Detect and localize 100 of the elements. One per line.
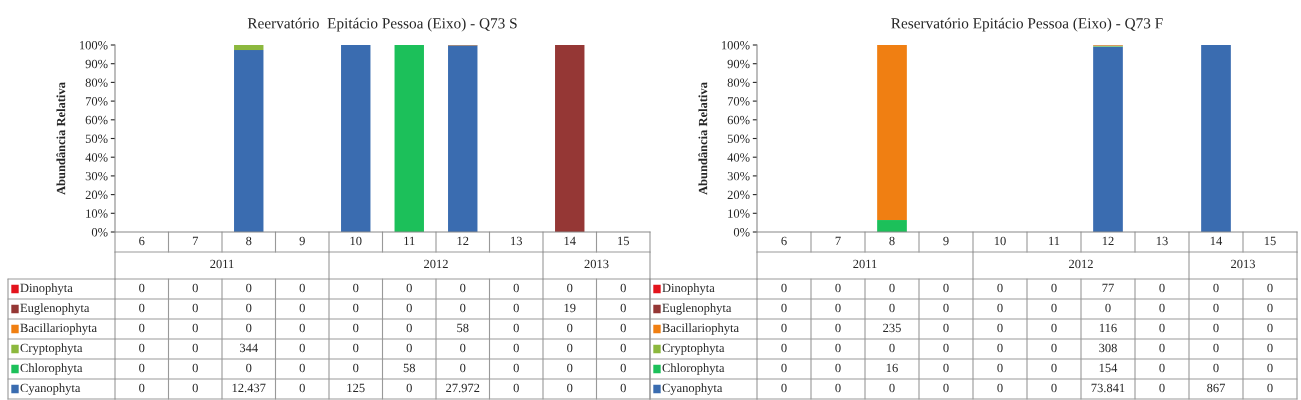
y-tick-label: 10% (728, 209, 750, 218)
text: 0 (246, 303, 252, 313)
text: 2011 (210, 259, 234, 269)
text: 0 (1051, 303, 1057, 313)
text: 0 (781, 283, 787, 293)
text: 0 (1051, 323, 1057, 333)
text: 0 (1051, 383, 1057, 393)
text: 0 (567, 323, 573, 333)
text: 0 (835, 383, 841, 393)
legend-label: Euglenophyta (20, 303, 90, 315)
text: 0 (1159, 323, 1165, 333)
text: 0 (139, 283, 145, 293)
text: 0 (620, 323, 626, 333)
text: 0 (246, 363, 252, 373)
text: 0 (835, 363, 841, 373)
text: 0 (781, 363, 787, 373)
text: 0 (1213, 323, 1219, 333)
x-tick-label: 12 (457, 236, 469, 246)
text: 0 (139, 363, 145, 373)
x-tick-label: 8 (889, 236, 895, 246)
text: 0 (353, 283, 359, 293)
text: 0 (567, 363, 573, 373)
text: 0 (460, 343, 466, 353)
y-tick-label: 50% (85, 134, 108, 143)
x-tick-label: 12 (1102, 236, 1114, 246)
text: 0 (835, 303, 841, 313)
x-tick-label: 10 (350, 236, 362, 246)
text: 0 (1267, 363, 1273, 373)
y-tick-label: 90% (727, 59, 750, 69)
text: 0 (192, 323, 198, 333)
text: 0 (513, 363, 519, 373)
text: 0 (513, 283, 519, 293)
text: 0 (781, 343, 787, 353)
text: 27.972 (446, 383, 480, 393)
text: 0 (1267, 303, 1273, 313)
text: 0 (1159, 283, 1165, 293)
text: 0 (513, 303, 519, 313)
text: 0 (192, 383, 198, 393)
x-tick-label: 7 (192, 236, 199, 246)
text: 0 (299, 363, 305, 373)
y-tick-label: 40% (727, 153, 750, 162)
text: 116 (1099, 323, 1117, 333)
text: 0 (406, 283, 412, 293)
text: 0 (353, 323, 359, 333)
text: 0 (1213, 363, 1219, 373)
text: 0 (620, 303, 626, 313)
text: 0 (997, 343, 1003, 353)
text: 0 (835, 343, 841, 353)
text: 0 (889, 343, 895, 353)
text: 0 (192, 343, 198, 353)
text: 0 (1159, 303, 1165, 313)
legend-label: Cyanophyta (20, 383, 81, 395)
text: 2012 (424, 259, 448, 269)
y-tick-label: 100% (721, 41, 750, 50)
text: 2013 (584, 259, 609, 269)
legend-label: Cryptophyta (20, 343, 83, 355)
text: 0 (1267, 343, 1273, 353)
text: 0 (943, 303, 949, 313)
y-axis-title: Abundância Relativa (698, 82, 708, 195)
text: 0 (406, 323, 412, 333)
text: 0 (943, 383, 949, 393)
legend-label: Dinophyta (662, 283, 715, 295)
text: 58 (457, 323, 469, 333)
text: 0 (1051, 343, 1057, 353)
text: 0 (889, 303, 895, 313)
text: 77 (1102, 283, 1114, 293)
legend-label: Cyanophyta (662, 383, 723, 395)
text: 867 (1207, 383, 1226, 393)
text: 0 (1267, 383, 1273, 393)
text: 0 (513, 343, 519, 353)
text: 0 (997, 323, 1003, 333)
text: 0 (781, 323, 787, 333)
text: 0 (246, 323, 252, 333)
text: 0 (835, 323, 841, 333)
x-tick-label: 14 (564, 236, 576, 246)
y-tick-label: 60% (727, 115, 750, 125)
y-tick-label: 0% (733, 228, 750, 237)
text: 154 (1099, 363, 1118, 373)
text: 0 (1213, 283, 1219, 293)
text: 0 (246, 283, 252, 293)
text: 308 (1099, 343, 1117, 353)
text: 0 (406, 303, 412, 313)
text: 0 (460, 303, 466, 313)
x-tick-label: 15 (618, 236, 630, 246)
text: 19 (564, 303, 576, 313)
y-tick-label: 60% (85, 115, 108, 125)
y-tick-label: 80% (85, 78, 108, 87)
text: 344 (239, 343, 258, 353)
x-tick-label: 13 (511, 236, 523, 246)
legend-label: Bacillariophyta (662, 323, 739, 335)
text: 0 (781, 383, 787, 393)
text: 0 (889, 283, 895, 293)
text: 0 (406, 343, 412, 353)
y-tick-label: 70% (727, 97, 750, 106)
x-tick-label: 11 (1049, 236, 1060, 246)
text: 0 (997, 303, 1003, 313)
text: 0 (620, 363, 626, 373)
text: 0 (567, 343, 573, 353)
legend-label: Bacillariophyta (20, 323, 97, 335)
x-tick-label: 6 (139, 236, 145, 246)
